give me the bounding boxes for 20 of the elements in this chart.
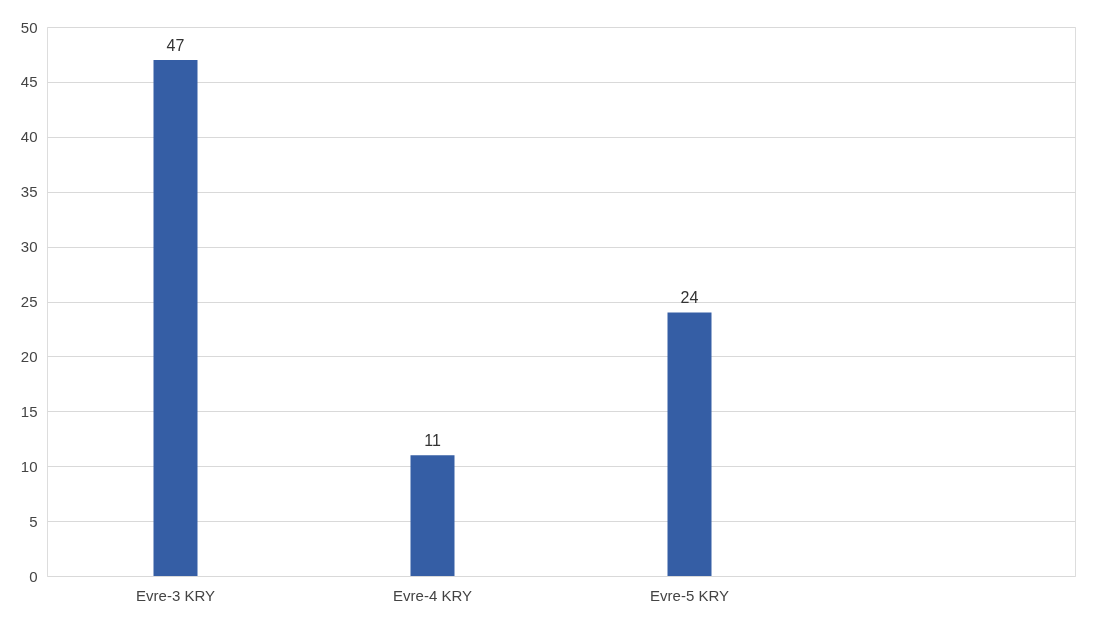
y-tick-label: 0 [29,567,38,585]
bar [667,312,712,576]
data-label: 47 [166,36,185,54]
y-tick-label: 45 [20,73,38,91]
y-tick-label: 30 [20,238,38,256]
data-label: 24 [680,289,699,307]
y-tick-label: 5 [29,512,38,530]
data-label: 11 [424,432,441,450]
x-tick-label: Evre-3 KRY [136,586,215,604]
y-tick-label: 15 [20,402,38,420]
y-tick-label: 35 [20,183,38,201]
y-tick-label: 20 [20,347,38,365]
x-tick-label: Evre-4 KRY [393,586,472,604]
bar [410,455,455,576]
y-tick-label: 50 [20,18,38,36]
bar [153,59,198,576]
y-tick-label: 40 [20,128,38,146]
y-tick-label: 10 [20,457,38,475]
y-tick-label: 25 [20,293,38,310]
x-tick-label: Evre-5 KRY [650,586,729,604]
